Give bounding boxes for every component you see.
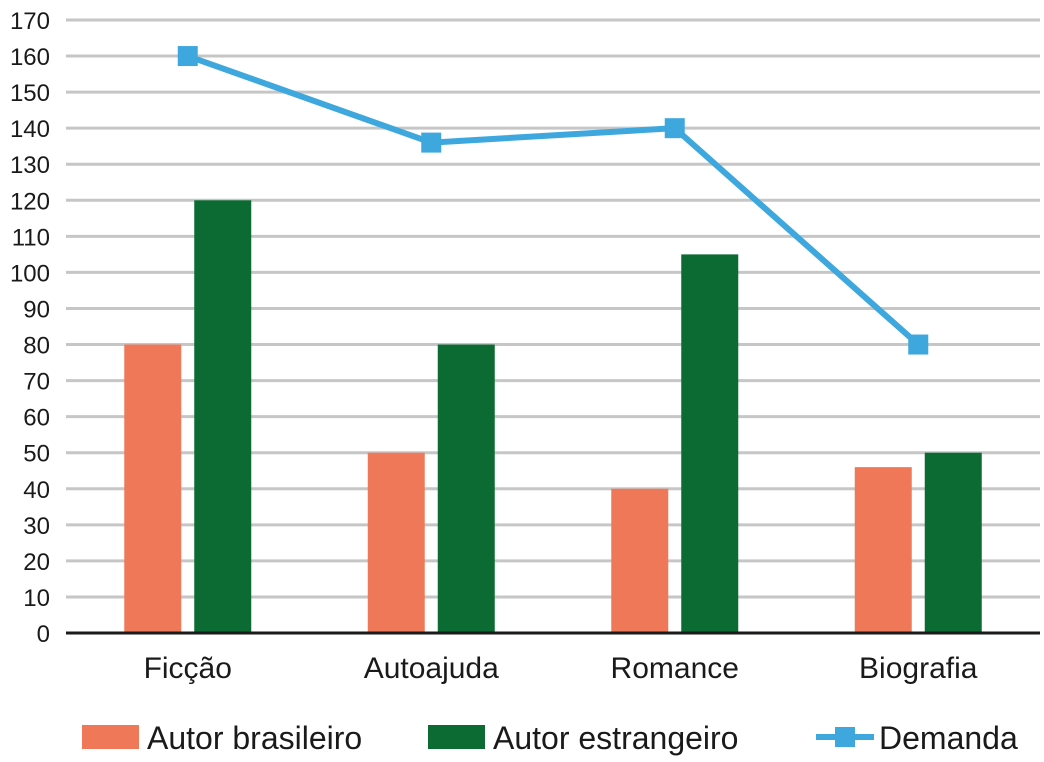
marker-demanda-autoajuda — [421, 132, 442, 153]
x-axis-category-labels: Ficção Autoajuda Romance Biografia — [144, 652, 978, 685]
y-tick-label: 130 — [10, 152, 50, 179]
y-tick-label: 10 — [23, 585, 50, 612]
legend-swatch-marker — [835, 727, 855, 747]
x-category-label-biografia: Biografia — [859, 652, 978, 685]
y-tick-label: 160 — [10, 44, 50, 71]
y-tick-label: 80 — [23, 333, 50, 360]
y-tick-label: 120 — [10, 188, 50, 215]
y-tick-label: 90 — [23, 296, 50, 323]
y-tick-label: 0 — [37, 621, 50, 648]
bar-autor-brasileiro-romance — [611, 488, 669, 633]
x-category-label-autoajuda: Autoajuda — [364, 652, 499, 685]
y-tick-label: 70 — [23, 369, 50, 396]
legend-label: Autor brasileiro — [147, 720, 362, 756]
marker-demanda-romance — [664, 118, 685, 139]
legend-swatch — [82, 725, 139, 749]
bar-autor-estrangeiro-biografia — [924, 452, 982, 633]
bar-autor-estrangeiro-ficcao — [194, 200, 252, 633]
x-category-label-romance: Romance — [611, 652, 739, 685]
legend-swatch — [428, 725, 485, 749]
x-category-label-ficcao: Ficção — [144, 652, 232, 685]
y-tick-label: 40 — [23, 477, 50, 504]
bar-autor-estrangeiro-autoajuda — [437, 344, 495, 633]
demand-line-series — [177, 46, 929, 355]
y-tick-label: 60 — [23, 405, 50, 432]
bar-autor-estrangeiro-romance — [681, 254, 739, 633]
y-tick-label: 30 — [23, 513, 50, 540]
legend-item-autor-estrangeiro: Autor estrangeiro — [428, 720, 738, 756]
legend: Autor brasileiro Autor estrangeiro Demanda — [82, 720, 1018, 756]
y-tick-label: 170 — [10, 8, 50, 35]
legend-label: Autor estrangeiro — [493, 720, 738, 756]
legend-label: Demanda — [879, 720, 1018, 756]
y-tick-label: 50 — [23, 441, 50, 468]
legend-item-autor-brasileiro: Autor brasileiro — [82, 720, 362, 756]
bar-autor-brasileiro-biografia — [854, 467, 912, 633]
y-tick-label: 150 — [10, 80, 50, 107]
marker-demanda-ficcao — [177, 46, 198, 67]
y-tick-label: 110 — [12, 224, 50, 251]
y-axis-tick-labels: 0 10 20 30 40 50 60 70 80 90 100 110 120 130 140 150 160… — [10, 8, 50, 648]
bar-autor-brasileiro-autoajuda — [367, 452, 425, 633]
bars — [124, 200, 982, 633]
y-tick-label: 140 — [10, 116, 50, 143]
marker-demanda-biografia — [908, 334, 929, 355]
legend-item-demanda: Demanda — [816, 720, 1018, 756]
bar-autor-brasileiro-ficcao — [124, 344, 182, 633]
line-demanda — [186, 53, 921, 347]
y-tick-label: 100 — [10, 260, 50, 287]
y-tick-label: 20 — [23, 549, 50, 576]
